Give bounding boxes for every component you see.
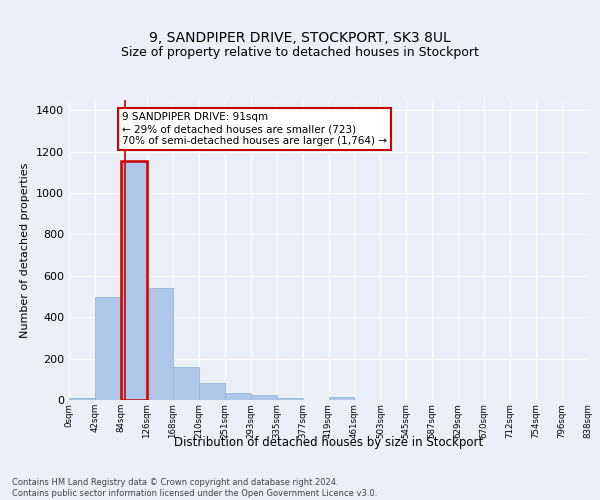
Bar (69, 398, 95, 400)
Bar (277, 398, 302, 400)
Bar (225, 393, 251, 400)
Bar (147, 288, 173, 400)
Text: 9, SANDPIPER DRIVE, STOCKPORT, SK3 8UL: 9, SANDPIPER DRIVE, STOCKPORT, SK3 8UL (149, 30, 451, 44)
Bar (251, 395, 277, 400)
Bar (121, 161, 147, 400)
Y-axis label: Number of detached properties: Number of detached properties (20, 162, 31, 338)
Bar (199, 384, 224, 400)
Text: 9 SANDPIPER DRIVE: 91sqm
← 29% of detached houses are smaller (723)
70% of semi-: 9 SANDPIPER DRIVE: 91sqm ← 29% of detach… (122, 112, 387, 146)
Text: Contains HM Land Registry data © Crown copyright and database right 2024.
Contai: Contains HM Land Registry data © Crown c… (12, 478, 377, 498)
Text: Size of property relative to detached houses in Stockport: Size of property relative to detached ho… (121, 46, 479, 59)
Bar (173, 367, 199, 400)
Text: Distribution of detached houses by size in Stockport: Distribution of detached houses by size … (174, 436, 484, 449)
Bar (329, 397, 355, 400)
Bar (95, 296, 121, 400)
Bar (121, 161, 147, 400)
